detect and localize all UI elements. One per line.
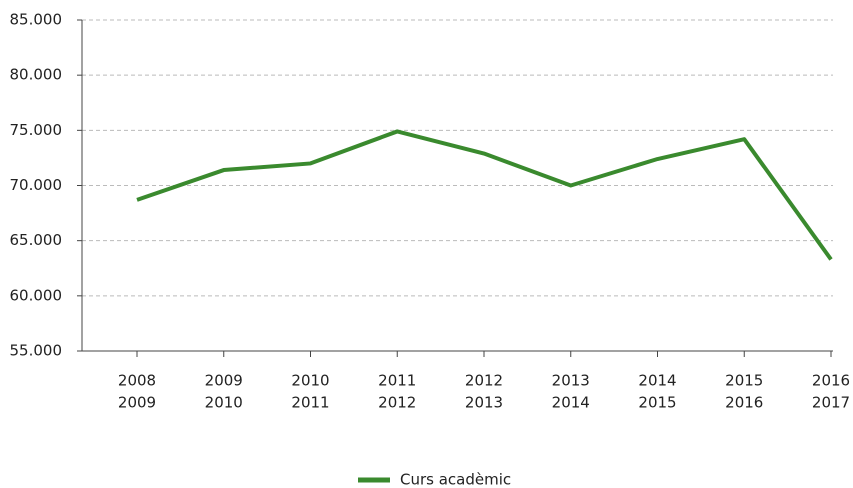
- legend-label: Curs acadèmic: [400, 471, 511, 488]
- y-tick-label: 80.000: [10, 66, 63, 84]
- x-tick-label: 2015: [725, 372, 763, 390]
- x-tick-label: 2016: [725, 394, 763, 412]
- y-tick-label: 65.000: [10, 231, 63, 249]
- x-tick-label: 2011: [378, 372, 416, 390]
- y-tick-label: 60.000: [10, 286, 63, 304]
- x-tick-label: 2008: [118, 372, 156, 390]
- x-tick-label: 2012: [465, 372, 503, 390]
- x-tick-label: 2015: [638, 394, 676, 412]
- x-tick-label: 2013: [552, 372, 590, 390]
- y-tick-label: 55.000: [10, 342, 63, 360]
- x-tick-label: 2014: [638, 372, 676, 390]
- x-tick-label: 2009: [205, 372, 243, 390]
- x-tick-label: 2014: [552, 394, 590, 412]
- y-tick-label: 70.000: [10, 176, 63, 194]
- x-tick-label: 2017: [812, 394, 850, 412]
- x-tick-label: 2010: [205, 394, 243, 412]
- x-tick-label: 2010: [291, 372, 329, 390]
- y-tick-label: 75.000: [10, 121, 63, 139]
- x-tick-label: 2013: [465, 394, 503, 412]
- line: [136, 129, 833, 261]
- x-tick-label: 2012: [378, 394, 416, 412]
- x-tick-label: 2009: [118, 394, 156, 412]
- y-tick-label: 85.000: [10, 11, 63, 29]
- x-tick-label: 2016: [812, 372, 850, 390]
- x-tick-label: 2011: [291, 394, 329, 412]
